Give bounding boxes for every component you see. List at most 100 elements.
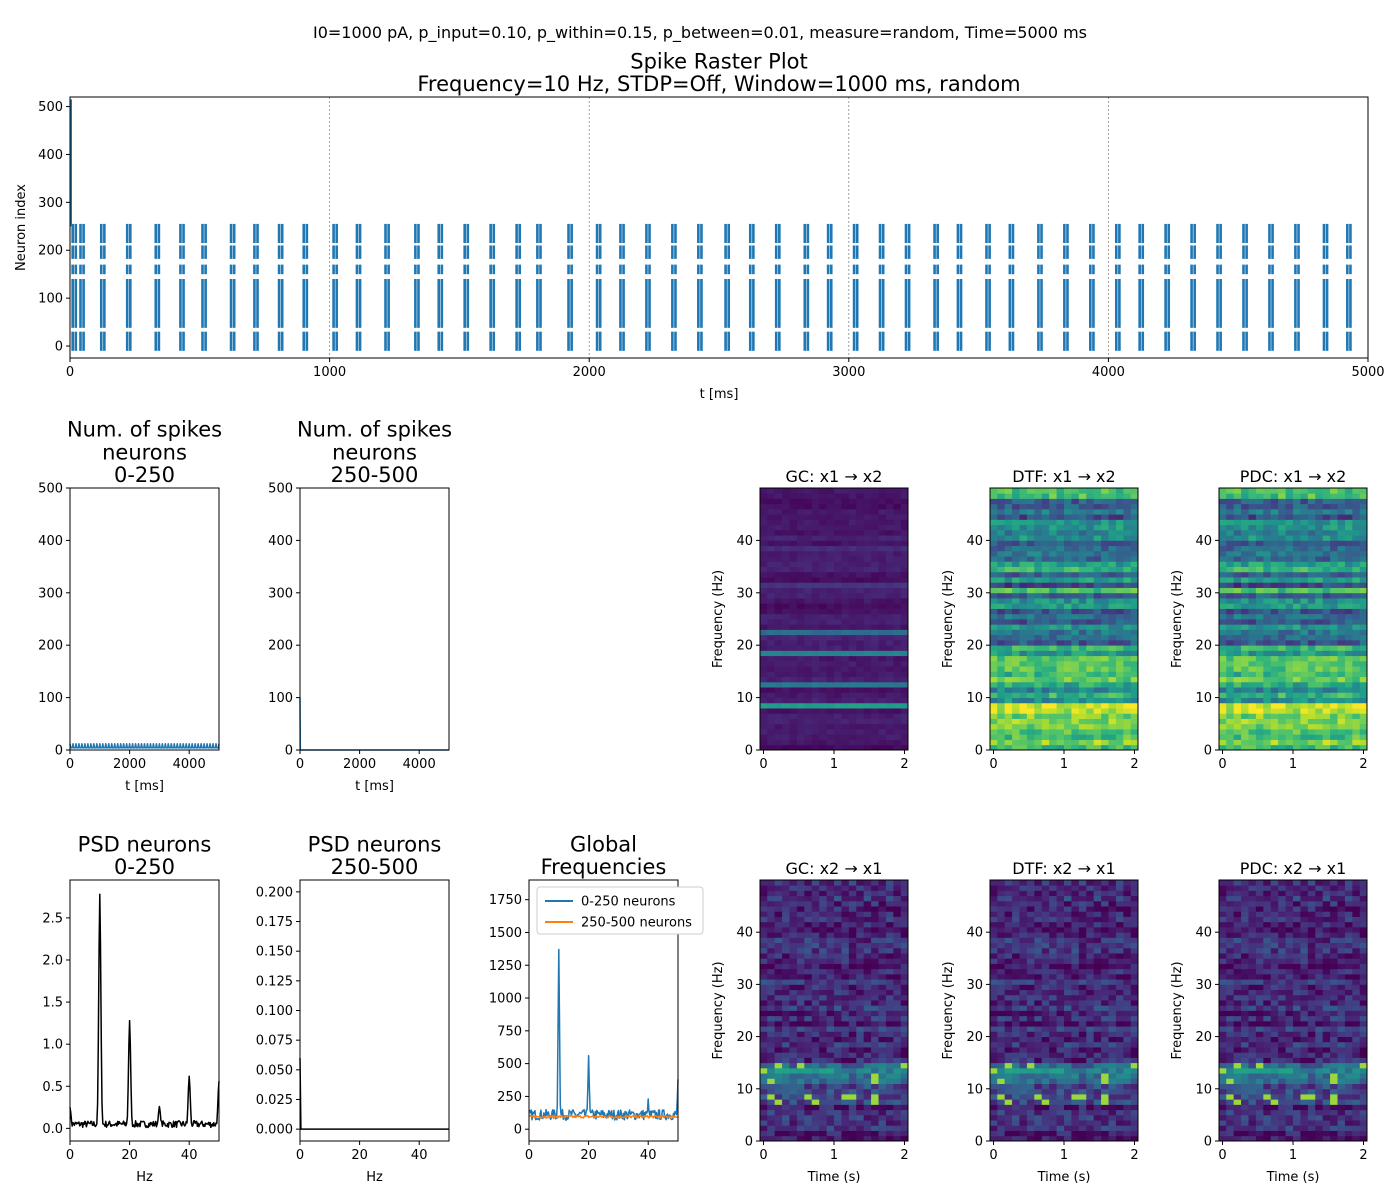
- heatmap-cell: [1012, 702, 1020, 709]
- heatmap-cell: [811, 676, 820, 683]
- heatmap-cell: [760, 650, 768, 657]
- heatmap-cell: [1093, 582, 1102, 588]
- heatmap-cell: [1034, 498, 1043, 505]
- heatmap-cell: [1064, 660, 1072, 667]
- spike-mark: [99, 223, 103, 244]
- heatmap-cell: [990, 634, 998, 641]
- heatmap-cell: [1108, 697, 1117, 704]
- heatmap-cell: [1078, 608, 1087, 615]
- spike-mark: [201, 278, 204, 328]
- heatmap-cell: [1300, 493, 1309, 499]
- heatmap-cell: [841, 666, 850, 672]
- heatmap-cell: [796, 1073, 805, 1079]
- heatmap-cell: [878, 660, 887, 667]
- heatmap-cell: [885, 566, 894, 573]
- heatmap-cell: [1322, 629, 1331, 636]
- heatmap-cell: [1337, 723, 1346, 730]
- heatmap-cell: [1300, 566, 1309, 573]
- heatmap-cell: [774, 645, 783, 651]
- heatmap-cell: [1123, 571, 1132, 578]
- heatmap-cell: [1352, 655, 1361, 662]
- heatmap-cell: [878, 1078, 887, 1084]
- heatmap-cell: [1337, 613, 1346, 620]
- heatmap-cell: [863, 916, 872, 923]
- heatmap-cell: [1278, 697, 1286, 704]
- heatmap-cell: [1233, 713, 1242, 719]
- heatmap-cell: [760, 926, 768, 933]
- heatmap-cell: [1004, 540, 1013, 547]
- heatmap-cell: [782, 1005, 790, 1011]
- spike-mark: [440, 278, 444, 328]
- heatmap-cell: [1219, 545, 1227, 552]
- heatmap-cell: [856, 687, 865, 693]
- heatmap-cell: [848, 519, 857, 526]
- heatmap-cell: [1064, 592, 1072, 599]
- heatmap-cell: [990, 655, 998, 662]
- heatmap-cell: [1233, 598, 1242, 604]
- heatmap-cell: [1086, 718, 1095, 725]
- heatmap-cell: [819, 718, 827, 725]
- heatmap-cell: [1093, 508, 1102, 515]
- heatmap-cell: [782, 984, 790, 991]
- heatmap-cell: [1064, 535, 1072, 541]
- heatmap-cell: [885, 968, 894, 975]
- spike-mark: [182, 264, 185, 275]
- heatmap-cell: [767, 973, 776, 980]
- heatmap-cell: [893, 608, 902, 615]
- heatmap-cell: [760, 608, 768, 615]
- heatmap-cell: [893, 900, 902, 907]
- heatmap-cell: [1233, 666, 1242, 672]
- heatmap-cell: [1270, 645, 1279, 651]
- heatmap-cell: [1352, 540, 1361, 547]
- heatmap-cell: [767, 1083, 776, 1090]
- heatmap-cell: [796, 968, 805, 975]
- heatmap-cell: [893, 718, 902, 725]
- heatmap-cell: [774, 498, 783, 505]
- y-tick-label: 500: [38, 100, 63, 115]
- heatmap-cell: [1034, 629, 1043, 636]
- heatmap-cell: [848, 1026, 857, 1032]
- spike-mark: [936, 245, 939, 259]
- heatmap-cell: [848, 619, 857, 625]
- heatmap-cell: [826, 1026, 835, 1032]
- heatmap-cell: [1300, 524, 1309, 531]
- heatmap-cell: [774, 895, 783, 902]
- heatmap-cell: [1226, 488, 1235, 494]
- heatmap-cell: [1004, 645, 1013, 651]
- heatmap-cell: [1108, 739, 1117, 746]
- heatmap-cell: [1086, 1109, 1095, 1116]
- heatmap-cell: [1300, 634, 1309, 641]
- heatmap-cell: [1278, 687, 1286, 693]
- heatmap-cell: [841, 718, 850, 725]
- heatmap-cell: [1078, 697, 1087, 704]
- heatmap-cell: [900, 556, 909, 562]
- heatmap-cell: [856, 1026, 865, 1032]
- heatmap-cell: [1263, 582, 1272, 588]
- heatmap-cell: [834, 968, 842, 975]
- heatmap-cell: [1049, 582, 1057, 588]
- heatmap-cell: [1056, 550, 1065, 557]
- heatmap-cell: [811, 1020, 820, 1027]
- y-tick-label: 300: [268, 586, 293, 601]
- heatmap-cell: [1026, 671, 1035, 678]
- heatmap-cell: [863, 676, 872, 683]
- heatmap-cell: [767, 556, 776, 562]
- heatmap-cell: [878, 718, 887, 725]
- heatmap-cell: [1012, 629, 1020, 636]
- spike-mark: [1118, 245, 1121, 259]
- heatmap-cell: [1255, 571, 1264, 578]
- heatmap-cell: [990, 503, 998, 510]
- heatmap-cell: [1049, 1125, 1057, 1131]
- heatmap-cell: [1019, 634, 1028, 641]
- heatmap-cell: [1012, 729, 1020, 735]
- heatmap-cell: [1337, 529, 1346, 536]
- heatmap-cell: [1086, 624, 1095, 630]
- heatmap-cell: [863, 718, 872, 725]
- x-tick-label: 2: [900, 1148, 908, 1163]
- heatmap-cell: [856, 947, 865, 954]
- spike-mark: [1037, 245, 1040, 259]
- heatmap-cell: [796, 639, 805, 646]
- heatmap-cell: [1322, 708, 1331, 714]
- heatmap-cell: [1337, 655, 1346, 662]
- x-tick-label: 5000: [1351, 365, 1384, 380]
